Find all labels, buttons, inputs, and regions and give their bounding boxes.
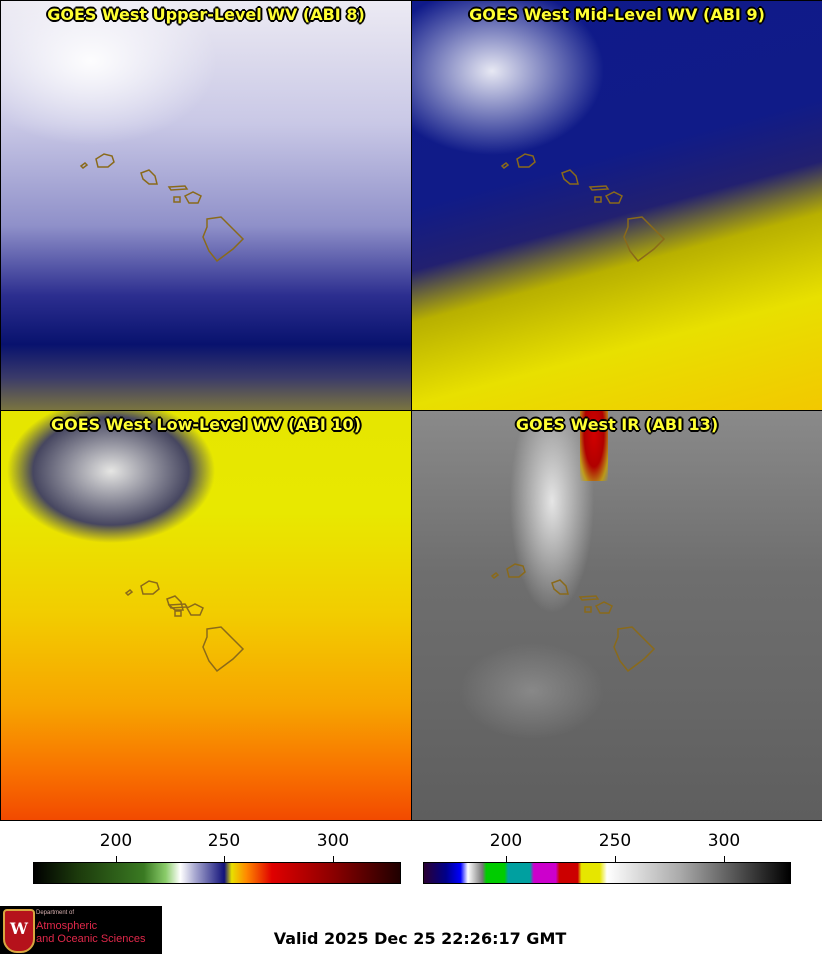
colorbar-tick-label: 300 <box>316 831 350 851</box>
satellite-image-low-wv <box>1 411 411 820</box>
panel-upper-level-wv: GOES West Upper-Level WV (ABI 8) <box>0 0 412 411</box>
uw-shield-icon: W <box>3 909 35 953</box>
island-kauai <box>140 580 160 595</box>
island-maui <box>594 601 613 614</box>
island-niihau <box>500 162 510 169</box>
convective-storm-region <box>580 411 608 481</box>
hawaii-island-outlines <box>124 580 245 673</box>
island-molokai <box>578 595 600 601</box>
colorbar-tick-label: 250 <box>598 831 632 851</box>
island-molokai <box>167 185 189 191</box>
island-maui <box>183 191 202 204</box>
island-lanai <box>173 196 181 203</box>
hawaii-island-outlines <box>79 153 245 263</box>
island-oahu <box>561 169 579 185</box>
island-big-island <box>623 216 666 263</box>
panel-title: GOES West IR (ABI 13) <box>515 415 719 434</box>
satellite-image-mid-wv <box>412 1 822 410</box>
panel-title: GOES West Mid-Level WV (ABI 9) <box>469 5 765 24</box>
colorbar-tick <box>615 856 616 862</box>
panel-mid-level-wv: GOES West Mid-Level WV (ABI 9) <box>411 0 822 411</box>
valid-time: Valid 2025 Dec 25 22:26:17 GMT <box>273 929 567 948</box>
satellite-image-ir <box>412 411 822 820</box>
colorbar-tick <box>724 856 725 862</box>
island-oahu <box>551 579 569 595</box>
island-kauai <box>506 563 526 578</box>
colorbar-tick-label: 250 <box>207 831 241 851</box>
island-kauai <box>516 153 536 168</box>
colorbar-infrared <box>423 862 791 884</box>
panel-title: GOES West Low-Level WV (ABI 10) <box>50 415 361 434</box>
island-big-island <box>613 626 656 673</box>
logo-dept-text: Department of <box>36 910 75 916</box>
panel-low-level-wv: GOES West Low-Level WV (ABI 10) <box>0 410 412 821</box>
logo-line-1: Atmospheric <box>36 920 98 932</box>
logo-line-2: and Oceanic Sciences <box>36 933 146 945</box>
island-molokai <box>588 185 610 191</box>
island-big-island <box>202 626 245 673</box>
hawaii-island-outlines <box>490 563 656 673</box>
colorbar-tick-label: 200 <box>99 831 133 851</box>
island-lanai <box>584 606 592 613</box>
colorbar-tick <box>333 856 334 862</box>
panel-infrared: GOES West IR (ABI 13) <box>411 410 822 821</box>
island-oahu <box>140 169 158 185</box>
island-lanai <box>594 196 602 203</box>
island-maui <box>185 603 204 616</box>
island-molokai <box>167 603 189 609</box>
uw-aos-logo: W Department of Atmospheric and Oceanic … <box>0 906 162 954</box>
satellite-image-upper-wv <box>1 1 411 410</box>
colorbar-tick-label: 300 <box>707 831 741 851</box>
colorbar-tick <box>506 856 507 862</box>
colorbar-tick <box>116 856 117 862</box>
island-niihau <box>79 162 89 169</box>
island-lanai <box>174 610 182 617</box>
island-niihau <box>490 572 500 579</box>
island-big-island <box>202 216 245 263</box>
island-niihau <box>124 589 134 596</box>
colorbar-tick <box>224 856 225 862</box>
island-kauai <box>95 153 115 168</box>
island-maui <box>604 191 623 204</box>
colorbar-tick-label: 200 <box>489 831 523 851</box>
hawaii-island-outlines <box>500 153 666 263</box>
colorbar-water-vapor <box>33 862 401 884</box>
panel-title: GOES West Upper-Level WV (ABI 8) <box>47 5 365 24</box>
